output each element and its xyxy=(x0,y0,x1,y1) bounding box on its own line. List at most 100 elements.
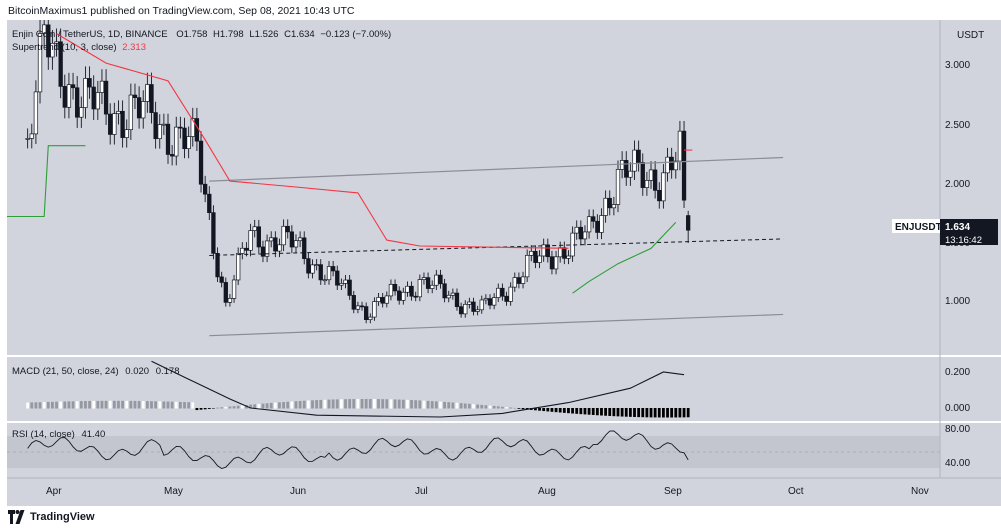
candle-body xyxy=(207,193,212,214)
macd-bar xyxy=(513,407,517,409)
candle-body xyxy=(525,255,530,278)
last-price-tag[interactable]: ENJUSDT 1.634 13:16:42 xyxy=(892,219,998,246)
candle-body xyxy=(384,295,389,304)
candle-body xyxy=(203,183,208,195)
macd-bar xyxy=(356,399,360,409)
candle-body xyxy=(516,277,522,284)
footer-brand[interactable]: TradingView xyxy=(30,511,95,523)
price-tag-countdown: 13:16:42 xyxy=(945,235,982,246)
candle-body xyxy=(223,282,228,303)
candle-body xyxy=(281,225,286,246)
macd-bar xyxy=(406,399,409,409)
candle-body xyxy=(260,246,266,257)
macd-bar xyxy=(290,401,294,409)
macd-value-2: 0.178 xyxy=(156,366,180,377)
price-axis-unit: USDT xyxy=(957,30,984,41)
macd-bar xyxy=(224,406,228,409)
price-tick-label: 2.500 xyxy=(945,120,970,131)
candle-body xyxy=(50,42,55,58)
candle-body xyxy=(174,126,179,157)
time-tick-label: Aug xyxy=(538,486,556,497)
price-tag-symbol: ENJUSDT xyxy=(895,222,942,233)
supertrend-value: 2.313 xyxy=(122,42,146,53)
macd-bar xyxy=(389,399,393,409)
macd-bar xyxy=(633,408,636,417)
candle-body xyxy=(87,78,92,88)
macd-bar xyxy=(158,401,162,409)
macd-bar xyxy=(616,408,620,417)
price-tick-label: 2.000 xyxy=(945,179,970,190)
candle-body xyxy=(136,97,142,119)
candle-body xyxy=(529,250,534,256)
macd-bar xyxy=(319,399,323,409)
tradingview-logo-icon[interactable] xyxy=(8,510,26,524)
macd-bar xyxy=(212,408,215,409)
macd-bar xyxy=(459,403,463,409)
macd-bar xyxy=(542,408,546,412)
macd-bar xyxy=(34,402,38,409)
candle-body xyxy=(339,283,344,286)
candle-body xyxy=(157,124,162,140)
macd-bar xyxy=(364,399,368,409)
candle-body xyxy=(277,244,282,252)
candle-body xyxy=(487,298,493,306)
candle-body xyxy=(37,33,43,93)
macd-bar xyxy=(257,403,261,409)
candle-body xyxy=(285,225,290,233)
macd-bar xyxy=(150,401,153,409)
candle-body xyxy=(42,24,47,34)
macd-bar xyxy=(306,400,310,409)
macd-bar xyxy=(620,408,624,417)
candle-body xyxy=(359,305,365,308)
macd-bar xyxy=(562,408,566,413)
macd-bar xyxy=(162,401,166,409)
macd-bar xyxy=(269,402,273,409)
macd-bar xyxy=(670,408,674,418)
candle-body xyxy=(215,253,220,278)
time-tick-label: Nov xyxy=(911,486,929,497)
macd-bar xyxy=(335,399,339,409)
macd-bar xyxy=(509,407,513,409)
macd-bar xyxy=(112,400,116,409)
macd-pane[interactable] xyxy=(7,357,940,421)
candle-body xyxy=(648,169,654,181)
macd-line xyxy=(151,360,685,418)
macd-bar xyxy=(220,407,224,409)
macd-bar xyxy=(294,401,298,409)
supertrend-up-line xyxy=(572,222,677,294)
time-tick-label: Jul xyxy=(415,486,428,497)
macd-bar xyxy=(575,408,579,414)
supertrend-legend: Supertrend (10, 3, close) 2.313 xyxy=(12,42,146,53)
macd-bar xyxy=(662,408,665,418)
candle-body xyxy=(256,226,261,248)
rsi-line xyxy=(27,430,689,470)
rsi-tick-label: 80.00 xyxy=(945,424,970,435)
candle-body xyxy=(269,237,274,242)
candle-body xyxy=(330,266,336,272)
candle-body xyxy=(351,295,356,310)
candle-body xyxy=(161,123,167,126)
candle-body xyxy=(586,216,592,233)
macd-bar xyxy=(323,399,327,409)
macd-bar xyxy=(600,408,603,416)
trading-chart[interactable]: USDT 3.000 2.500 2.000 1.500 1.000 ENJUS… xyxy=(0,20,1001,506)
macd-bar xyxy=(439,401,442,409)
macd-bar xyxy=(550,408,554,412)
legend-high: 1.798 xyxy=(220,29,244,40)
channel-lower-line[interactable] xyxy=(209,313,784,337)
macd-bar xyxy=(558,408,562,413)
macd-bar xyxy=(311,400,314,409)
candle-body xyxy=(322,279,328,282)
macd-bar xyxy=(414,400,418,409)
macd-bar xyxy=(422,400,426,409)
channel-upper-line[interactable] xyxy=(209,156,784,182)
candle-body xyxy=(504,295,509,302)
candle-body xyxy=(95,92,100,110)
macd-bar xyxy=(443,401,447,409)
candle-body xyxy=(624,160,629,178)
candle-body xyxy=(425,277,431,289)
candle-body xyxy=(380,297,385,304)
macd-bar xyxy=(302,400,306,409)
macd-bar xyxy=(278,402,281,409)
candle-body xyxy=(607,197,612,209)
